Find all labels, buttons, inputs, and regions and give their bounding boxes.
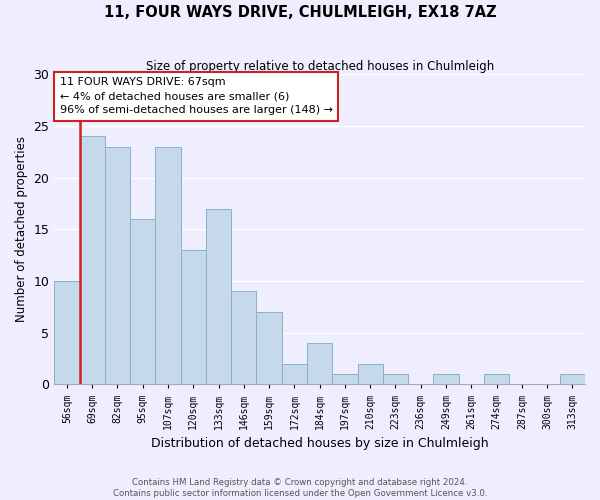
Bar: [560, 374, 585, 384]
Bar: [155, 146, 181, 384]
Bar: [105, 146, 130, 384]
Y-axis label: Number of detached properties: Number of detached properties: [15, 136, 28, 322]
Bar: [358, 364, 383, 384]
X-axis label: Distribution of detached houses by size in Chulmleigh: Distribution of detached houses by size …: [151, 437, 488, 450]
Bar: [231, 292, 256, 384]
Bar: [256, 312, 282, 384]
Bar: [484, 374, 509, 384]
Bar: [206, 208, 231, 384]
Bar: [307, 343, 332, 384]
Bar: [130, 219, 155, 384]
Text: Contains HM Land Registry data © Crown copyright and database right 2024.
Contai: Contains HM Land Registry data © Crown c…: [113, 478, 487, 498]
Bar: [383, 374, 408, 384]
Bar: [181, 250, 206, 384]
Text: 11, FOUR WAYS DRIVE, CHULMLEIGH, EX18 7AZ: 11, FOUR WAYS DRIVE, CHULMLEIGH, EX18 7A…: [104, 5, 496, 20]
Bar: [54, 281, 80, 384]
Text: 11 FOUR WAYS DRIVE: 67sqm
← 4% of detached houses are smaller (6)
96% of semi-de: 11 FOUR WAYS DRIVE: 67sqm ← 4% of detach…: [59, 78, 332, 116]
Bar: [332, 374, 358, 384]
Bar: [80, 136, 105, 384]
Bar: [433, 374, 458, 384]
Title: Size of property relative to detached houses in Chulmleigh: Size of property relative to detached ho…: [146, 60, 494, 73]
Bar: [282, 364, 307, 384]
